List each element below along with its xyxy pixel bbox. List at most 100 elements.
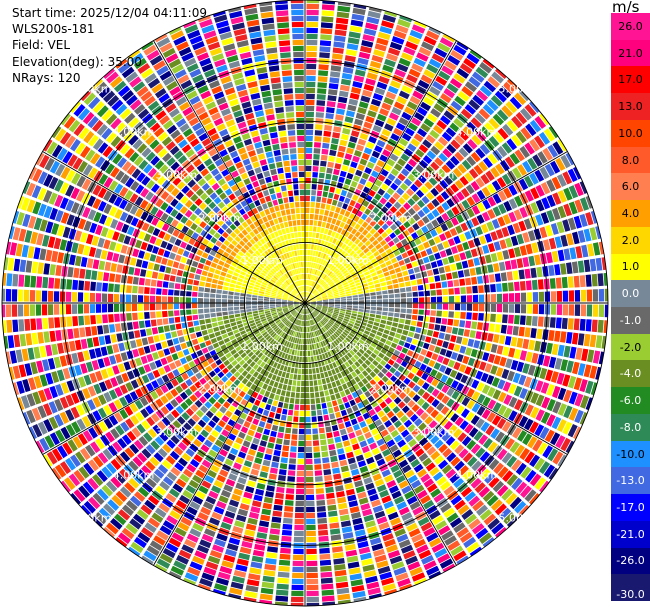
range-gate	[328, 281, 334, 286]
range-gate	[59, 411, 70, 424]
range-gate	[296, 307, 301, 311]
range-gate	[352, 310, 358, 314]
range-gate	[454, 499, 466, 511]
range-gate	[70, 493, 81, 505]
range-gate	[450, 183, 460, 193]
range-gate	[414, 577, 427, 586]
range-gate	[305, 189, 311, 196]
range-gate	[550, 223, 559, 235]
range-gate	[273, 381, 279, 388]
range-gate	[257, 381, 264, 388]
range-gate	[23, 304, 30, 317]
range-gate	[338, 90, 349, 98]
range-gate	[269, 299, 276, 302]
range-gate	[337, 227, 343, 234]
range-gate	[66, 214, 75, 226]
range-gate	[276, 343, 281, 349]
range-gate	[208, 370, 216, 378]
range-gate	[42, 359, 50, 372]
range-gate	[121, 527, 135, 540]
range-gate	[280, 324, 285, 329]
range-gate	[340, 294, 346, 298]
range-gate	[97, 325, 104, 335]
range-gate	[183, 363, 191, 371]
range-gate	[303, 309, 305, 315]
range-gate	[362, 398, 370, 406]
range-gate	[161, 296, 168, 303]
range-gate	[382, 307, 389, 312]
range-gate	[279, 338, 284, 344]
range-gate	[243, 336, 250, 342]
range-gate	[393, 317, 399, 323]
range-gate	[475, 418, 485, 429]
range-gate	[329, 272, 334, 278]
range-gate	[227, 307, 234, 311]
range-gate	[308, 368, 313, 375]
range-gate	[460, 108, 473, 120]
range-gate	[216, 454, 226, 463]
range-gate	[138, 320, 145, 329]
range-gate	[85, 326, 92, 337]
range-gate	[563, 248, 571, 261]
range-gate	[411, 169, 421, 178]
range-gate	[523, 175, 534, 188]
range-gate	[294, 304, 300, 307]
range-gate	[94, 347, 102, 358]
range-gate	[390, 80, 402, 89]
range-gate	[275, 589, 289, 596]
range-gate	[315, 232, 320, 239]
range-gate	[181, 437, 191, 447]
range-gate	[322, 347, 327, 353]
range-gate	[357, 540, 369, 549]
range-gate	[470, 348, 478, 358]
range-gate	[305, 434, 312, 441]
range-gate	[417, 209, 426, 218]
range-gate	[260, 286, 266, 290]
range-gate	[434, 183, 444, 193]
range-gate	[580, 289, 587, 302]
range-gate	[165, 266, 172, 274]
range-gate	[132, 456, 143, 467]
range-gate	[189, 458, 200, 468]
range-gate	[370, 306, 377, 311]
range-gate	[392, 262, 400, 269]
range-gate	[234, 387, 242, 395]
range-gate	[317, 76, 328, 83]
range-gate	[289, 323, 293, 329]
range-gate	[276, 306, 282, 309]
range-gate	[316, 297, 322, 300]
range-gate	[565, 440, 575, 454]
range-gate	[254, 399, 261, 407]
range-gate	[72, 436, 83, 449]
range-gate	[257, 303, 263, 306]
range-gate	[145, 405, 154, 415]
range-gate	[281, 529, 292, 536]
range-gate	[461, 337, 469, 346]
range-gate	[508, 293, 515, 302]
range-gate	[228, 345, 235, 352]
range-gate	[54, 194, 64, 208]
range-gate	[170, 435, 180, 445]
range-gate	[520, 466, 532, 479]
range-gate	[274, 318, 280, 322]
range-gate	[283, 326, 288, 332]
range-gate	[403, 550, 416, 560]
range-gate	[372, 360, 379, 367]
range-gate	[329, 335, 335, 341]
range-gate	[268, 436, 276, 443]
range-gate	[465, 184, 475, 195]
range-gate	[374, 510, 386, 519]
range-gate	[352, 305, 359, 309]
range-gate	[293, 325, 297, 331]
range-gate	[306, 105, 315, 112]
range-gate	[358, 251, 365, 258]
range-gate	[41, 304, 48, 316]
range-gate	[290, 602, 304, 606]
range-gate	[435, 317, 442, 324]
range-gate	[445, 220, 454, 229]
range-gate	[488, 274, 495, 283]
range-gate	[418, 144, 429, 154]
range-gate	[72, 279, 79, 290]
range-gate	[191, 260, 199, 268]
range-gate	[320, 280, 325, 286]
